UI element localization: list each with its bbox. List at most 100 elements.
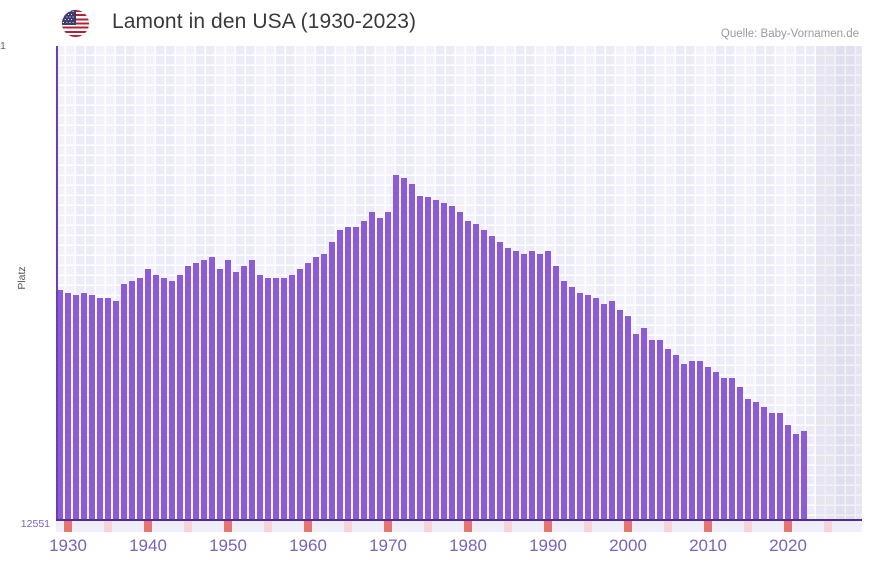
y-axis-top-tick-label: 1 bbox=[0, 40, 6, 52]
bar-1981 bbox=[473, 223, 479, 520]
x-tick-cell-1998 bbox=[608, 521, 616, 532]
bar-2004 bbox=[657, 340, 663, 520]
x-tick-cell-1953 bbox=[248, 521, 256, 532]
x-tick-cell-1994 bbox=[576, 521, 584, 532]
bars-layer bbox=[56, 46, 862, 520]
us-flag-icon bbox=[62, 10, 89, 37]
x-tick-cell-1949 bbox=[216, 521, 224, 532]
x-tick-cell-1943 bbox=[168, 521, 176, 532]
bar-1943 bbox=[169, 280, 175, 520]
x-tick-cell-1941 bbox=[152, 521, 160, 532]
x-tick-cell-1996 bbox=[592, 521, 600, 532]
x-tick-label-2020: 2020 bbox=[769, 536, 807, 555]
x-tick-cell-2003 bbox=[648, 521, 656, 532]
bar-1997 bbox=[601, 304, 607, 520]
x-tick-cell-2026 bbox=[832, 521, 840, 532]
bar-1952 bbox=[241, 265, 247, 520]
x-tick-cell-2022 bbox=[800, 521, 808, 532]
x-tick-cell-1939 bbox=[136, 521, 144, 532]
bar-1972 bbox=[401, 177, 407, 520]
x-tick-cell-1942 bbox=[160, 521, 168, 532]
x-tick-cell-2002 bbox=[640, 521, 648, 532]
x-tick-cell-2021 bbox=[792, 521, 800, 532]
bar-1942 bbox=[161, 277, 167, 520]
x-tick-cell-1932 bbox=[80, 521, 88, 532]
bar-1967 bbox=[361, 220, 367, 520]
bar-1930 bbox=[65, 292, 71, 520]
bar-2021 bbox=[793, 433, 799, 520]
x-tick-cell-1945 bbox=[184, 521, 192, 532]
x-tick-cell-1975 bbox=[424, 521, 432, 532]
x-tick-cell-1963 bbox=[328, 521, 336, 532]
x-tick-cell-2025 bbox=[824, 521, 832, 532]
bar-1962 bbox=[321, 253, 327, 520]
x-tick-cell-1999 bbox=[616, 521, 624, 532]
bar-1949 bbox=[217, 268, 223, 520]
x-tick-cell-1954 bbox=[256, 521, 264, 532]
x-tick-cell-1959 bbox=[296, 521, 304, 532]
x-tick-cell-1966 bbox=[352, 521, 360, 532]
bar-1954 bbox=[257, 274, 263, 520]
x-axis-tick-strip bbox=[56, 521, 862, 532]
bar-1998 bbox=[609, 301, 615, 520]
bar-1933 bbox=[89, 295, 95, 520]
bar-2003 bbox=[649, 340, 655, 520]
x-tick-cell-2016 bbox=[752, 521, 760, 532]
bar-1971 bbox=[393, 174, 399, 520]
bar-1959 bbox=[297, 268, 303, 520]
bar-1991 bbox=[553, 265, 559, 520]
page-title: Lamont in den USA (1930-2023) bbox=[112, 10, 417, 33]
x-tick-cell-1984 bbox=[496, 521, 504, 532]
x-axis-tick-labels: 1930 1940 1950 1960 1970 1980 1990 2000 2010 2020 bbox=[0, 536, 873, 562]
x-tick-cell-2009 bbox=[696, 521, 704, 532]
x-tick-cell-2007 bbox=[680, 521, 688, 532]
bar-1934 bbox=[97, 298, 103, 520]
x-tick-cell-2020 bbox=[784, 521, 792, 532]
x-tick-cell-2011 bbox=[712, 521, 720, 532]
bar-1995 bbox=[585, 295, 591, 520]
x-tick-cell-1977 bbox=[440, 521, 448, 532]
x-tick-cell-1985 bbox=[504, 521, 512, 532]
y-axis-line bbox=[56, 46, 58, 520]
bar-2009 bbox=[697, 360, 703, 520]
x-tick-cell-2029 bbox=[856, 521, 862, 532]
x-tick-cell-1976 bbox=[432, 521, 440, 532]
source-label: Quelle: Baby-Vornamen.de bbox=[720, 28, 859, 40]
x-tick-cell-1981 bbox=[472, 521, 480, 532]
bar-1994 bbox=[577, 292, 583, 520]
x-tick-cell-1929 bbox=[56, 521, 64, 532]
x-tick-cell-1983 bbox=[488, 521, 496, 532]
bar-1976 bbox=[433, 200, 439, 520]
x-tick-cell-1969 bbox=[376, 521, 384, 532]
bar-2000 bbox=[625, 316, 631, 520]
bar-1958 bbox=[289, 274, 295, 520]
x-tick-cell-1997 bbox=[600, 521, 608, 532]
x-tick-cell-1957 bbox=[280, 521, 288, 532]
x-tick-cell-2027 bbox=[840, 521, 848, 532]
x-tick-cell-1980 bbox=[464, 521, 472, 532]
x-tick-cell-1935 bbox=[104, 521, 112, 532]
bar-1965 bbox=[345, 226, 351, 520]
bar-2018 bbox=[769, 413, 775, 520]
x-tick-cell-2015 bbox=[744, 521, 752, 532]
x-tick-label-2000: 2000 bbox=[609, 536, 647, 555]
x-tick-cell-2018 bbox=[768, 521, 776, 532]
x-tick-label-1990: 1990 bbox=[529, 536, 567, 555]
x-tick-cell-1965 bbox=[344, 521, 352, 532]
x-tick-cell-1986 bbox=[512, 521, 520, 532]
x-tick-cell-1960 bbox=[304, 521, 312, 532]
bar-2014 bbox=[737, 387, 743, 520]
bar-2017 bbox=[761, 407, 767, 520]
x-tick-cell-1930 bbox=[64, 521, 72, 532]
bar-2012 bbox=[721, 378, 727, 520]
x-tick-cell-2024 bbox=[816, 521, 824, 532]
x-tick-cell-2006 bbox=[672, 521, 680, 532]
x-tick-label-1930: 1930 bbox=[49, 536, 87, 555]
x-tick-cell-1950 bbox=[224, 521, 232, 532]
bar-1935 bbox=[105, 298, 111, 520]
bar-2006 bbox=[673, 354, 679, 520]
bar-1973 bbox=[409, 183, 415, 520]
x-tick-cell-2010 bbox=[704, 521, 712, 532]
x-tick-cell-2023 bbox=[808, 521, 816, 532]
x-tick-label-1940: 1940 bbox=[129, 536, 167, 555]
